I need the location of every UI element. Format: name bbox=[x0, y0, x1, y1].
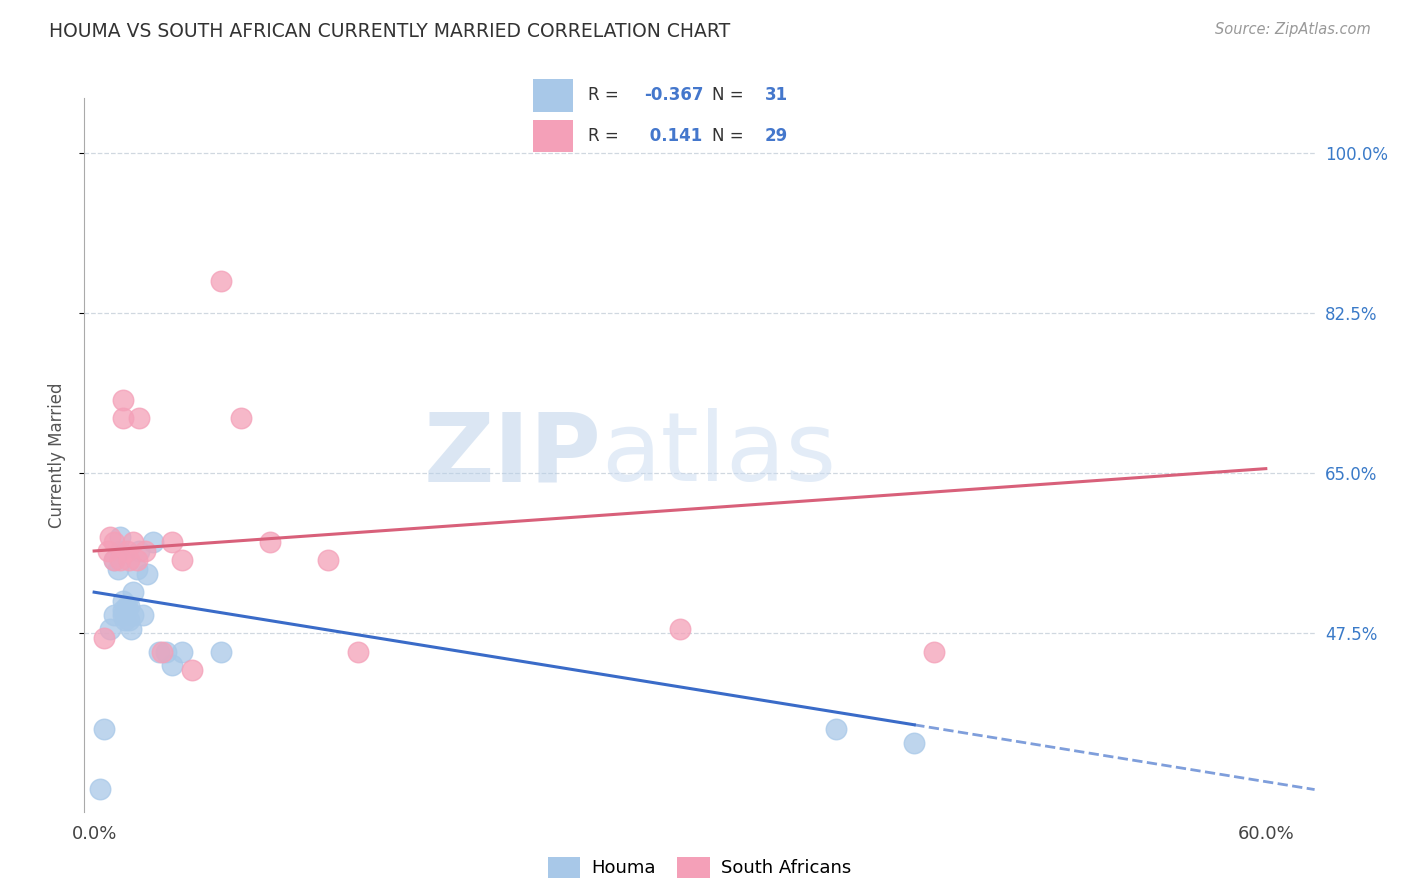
Point bbox=[112, 411, 135, 425]
Point bbox=[117, 544, 139, 558]
Point bbox=[103, 553, 125, 567]
Point bbox=[112, 594, 135, 608]
Text: 29: 29 bbox=[765, 127, 787, 145]
Point bbox=[112, 603, 135, 617]
Point bbox=[318, 553, 340, 567]
Text: atlas: atlas bbox=[602, 409, 837, 501]
Point bbox=[180, 663, 202, 677]
Point bbox=[93, 723, 115, 737]
Point bbox=[103, 607, 125, 622]
Point bbox=[903, 736, 925, 750]
Point bbox=[122, 585, 145, 599]
Point bbox=[112, 607, 135, 622]
Point bbox=[127, 553, 149, 567]
Point bbox=[97, 544, 120, 558]
Text: R =: R = bbox=[588, 87, 624, 104]
Point bbox=[134, 544, 156, 558]
Point bbox=[103, 553, 125, 567]
Point bbox=[259, 534, 281, 549]
Point bbox=[170, 553, 193, 567]
Point bbox=[155, 645, 177, 659]
Text: R =: R = bbox=[588, 127, 624, 145]
Point bbox=[122, 607, 145, 622]
Point bbox=[669, 622, 692, 636]
Point bbox=[162, 658, 183, 673]
Text: 31: 31 bbox=[765, 87, 787, 104]
Point bbox=[148, 645, 170, 659]
Point bbox=[89, 781, 111, 796]
Point bbox=[825, 723, 848, 737]
Point bbox=[128, 544, 150, 558]
Point bbox=[117, 599, 139, 613]
Point bbox=[132, 607, 155, 622]
FancyBboxPatch shape bbox=[533, 120, 572, 152]
Point bbox=[93, 631, 115, 645]
Point bbox=[118, 599, 141, 613]
Point bbox=[142, 534, 165, 549]
Point bbox=[135, 566, 157, 581]
Text: 0.141: 0.141 bbox=[644, 127, 702, 145]
Point bbox=[103, 534, 125, 549]
Legend: Houma, South Africans: Houma, South Africans bbox=[541, 849, 858, 885]
Point bbox=[152, 645, 174, 659]
Text: -0.367: -0.367 bbox=[644, 87, 703, 104]
Point bbox=[118, 613, 141, 627]
Text: N =: N = bbox=[711, 127, 749, 145]
Point bbox=[127, 562, 149, 576]
Text: N =: N = bbox=[711, 87, 749, 104]
Point bbox=[118, 553, 141, 567]
Point bbox=[229, 411, 252, 425]
Point bbox=[120, 622, 142, 636]
Point bbox=[209, 274, 232, 288]
Point bbox=[128, 411, 150, 425]
Point bbox=[117, 603, 139, 617]
Point bbox=[98, 530, 121, 544]
Point bbox=[107, 562, 129, 576]
Point bbox=[922, 645, 945, 659]
Point bbox=[114, 613, 136, 627]
Text: ZIP: ZIP bbox=[423, 409, 602, 501]
Point bbox=[209, 645, 232, 659]
Point bbox=[170, 645, 193, 659]
Point bbox=[162, 534, 183, 549]
Point bbox=[108, 553, 131, 567]
Y-axis label: Currently Married: Currently Married bbox=[48, 382, 66, 528]
Point bbox=[112, 392, 135, 407]
Point bbox=[108, 530, 131, 544]
FancyBboxPatch shape bbox=[533, 79, 572, 112]
Text: HOUMA VS SOUTH AFRICAN CURRENTLY MARRIED CORRELATION CHART: HOUMA VS SOUTH AFRICAN CURRENTLY MARRIED… bbox=[49, 22, 731, 41]
Point bbox=[98, 622, 121, 636]
Point bbox=[108, 544, 131, 558]
Point bbox=[122, 534, 145, 549]
Point bbox=[346, 645, 368, 659]
Text: Source: ZipAtlas.com: Source: ZipAtlas.com bbox=[1215, 22, 1371, 37]
